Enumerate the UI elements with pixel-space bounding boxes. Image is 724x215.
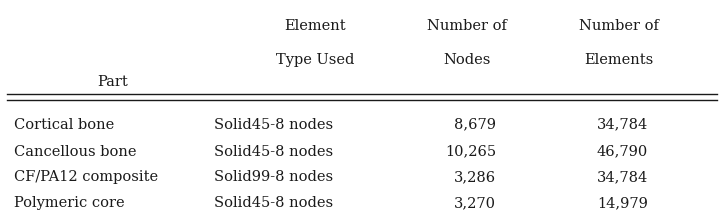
Text: Solid45-8 nodes: Solid45-8 nodes (214, 144, 333, 159)
Text: Type Used: Type Used (276, 53, 354, 67)
Text: Polymeric core: Polymeric core (14, 196, 125, 210)
Text: Solid99-8 nodes: Solid99-8 nodes (214, 170, 333, 184)
Text: Nodes: Nodes (443, 53, 491, 67)
Text: Elements: Elements (584, 53, 654, 67)
Text: Solid45-8 nodes: Solid45-8 nodes (214, 196, 333, 210)
Text: 3,270: 3,270 (454, 196, 496, 210)
Text: 14,979: 14,979 (597, 196, 648, 210)
Text: 34,784: 34,784 (597, 170, 648, 184)
Text: Number of: Number of (579, 19, 659, 33)
Text: Solid45-8 nodes: Solid45-8 nodes (214, 118, 333, 132)
Text: Number of: Number of (427, 19, 507, 33)
Text: Part: Part (97, 75, 127, 89)
Text: Element: Element (284, 19, 346, 33)
Text: 10,265: 10,265 (445, 144, 496, 159)
Text: CF/PA12 composite: CF/PA12 composite (14, 170, 159, 184)
Text: 34,784: 34,784 (597, 118, 648, 132)
Text: Cortical bone: Cortical bone (14, 118, 114, 132)
Text: Cancellous bone: Cancellous bone (14, 144, 137, 159)
Text: 46,790: 46,790 (597, 144, 648, 159)
Text: 8,679: 8,679 (454, 118, 496, 132)
Text: 3,286: 3,286 (454, 170, 496, 184)
